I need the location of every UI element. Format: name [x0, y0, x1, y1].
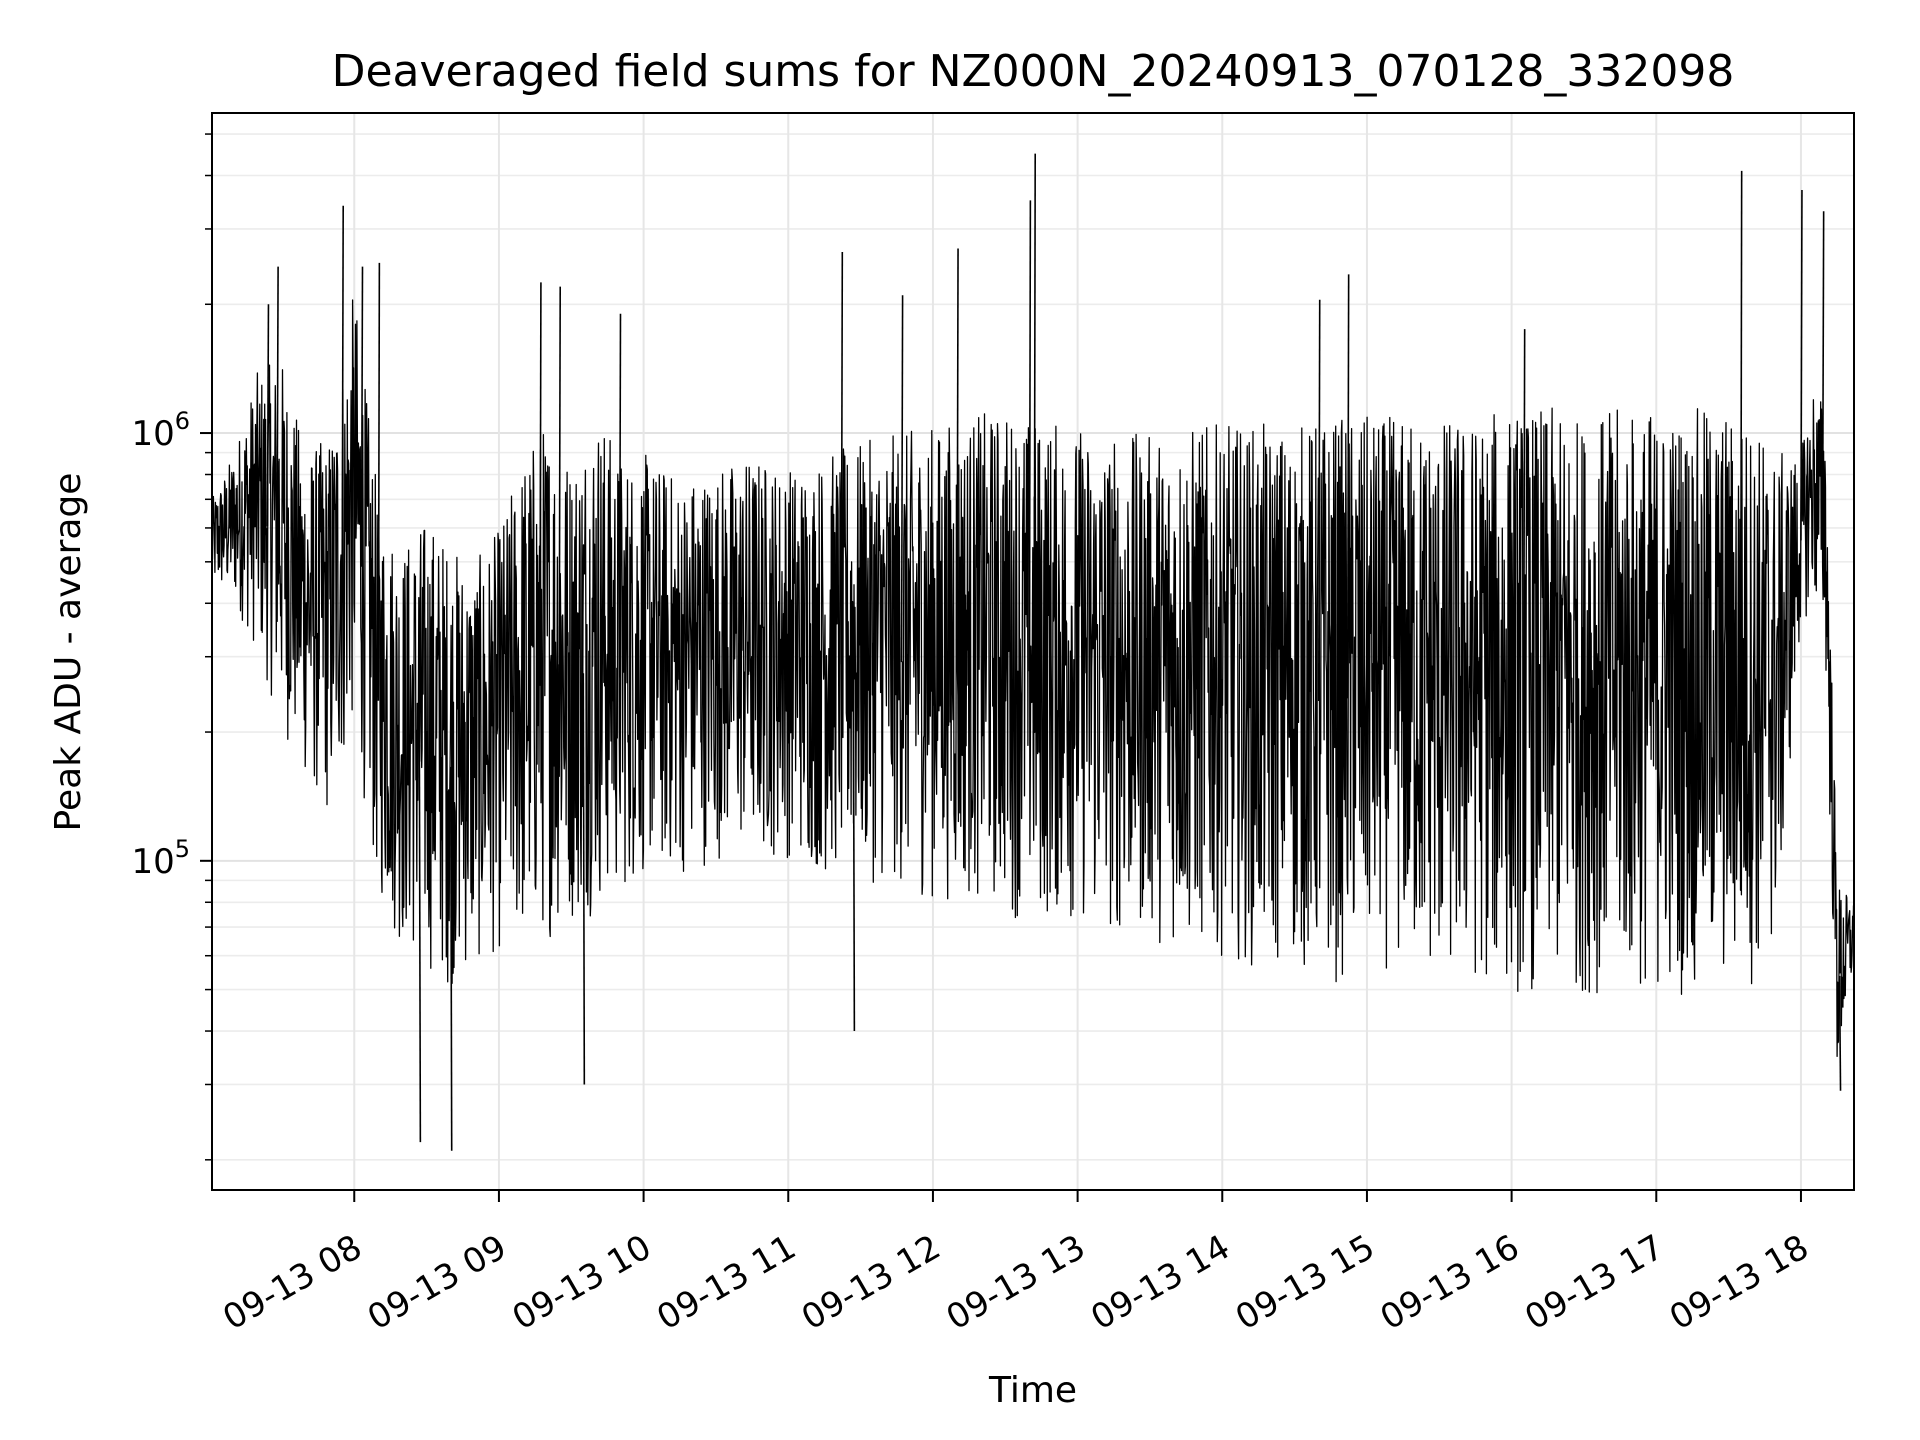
spike-mark: [1346, 274, 1350, 699]
series-line: [212, 299, 1854, 1058]
y-axis-label: Peak ADU - average: [48, 473, 89, 832]
spike-mark: [1522, 329, 1526, 703]
spike-mark: [360, 266, 364, 567]
chart-title: Deaveraged field sums for NZ000N_2024091…: [332, 46, 1735, 97]
spike-mark: [1821, 211, 1825, 522]
spike-mark: [1739, 170, 1743, 703]
spike-mark: [266, 304, 270, 527]
spike-mark: [539, 282, 542, 686]
x-axis-label: Time: [988, 1370, 1077, 1411]
spike-mark: [1317, 299, 1321, 701]
spike-mark: [449, 766, 453, 1151]
spike-mark: [852, 662, 856, 1032]
spike-mark: [1800, 189, 1803, 541]
spike-mark: [900, 295, 904, 663]
spike-mark: [418, 744, 422, 1143]
y-tick-label: 105: [131, 835, 190, 882]
spike-mark: [1838, 975, 1842, 1091]
spike-mark: [956, 248, 959, 661]
spike-mark: [840, 251, 844, 665]
y-tick-label: 106: [131, 407, 190, 454]
data-series: [212, 153, 1854, 1151]
plot-frame: [211, 112, 1855, 1191]
spike-mark: [276, 266, 279, 539]
spike-mark: [1028, 200, 1032, 672]
spike-mark: [377, 262, 381, 701]
y-axis: 105 106: [131, 133, 212, 1161]
spike-mark: [618, 313, 622, 678]
spike-mark: [341, 205, 345, 570]
spike-mark: [1033, 153, 1037, 672]
spike-mark: [582, 673, 586, 1085]
spike-mark: [558, 286, 562, 684]
